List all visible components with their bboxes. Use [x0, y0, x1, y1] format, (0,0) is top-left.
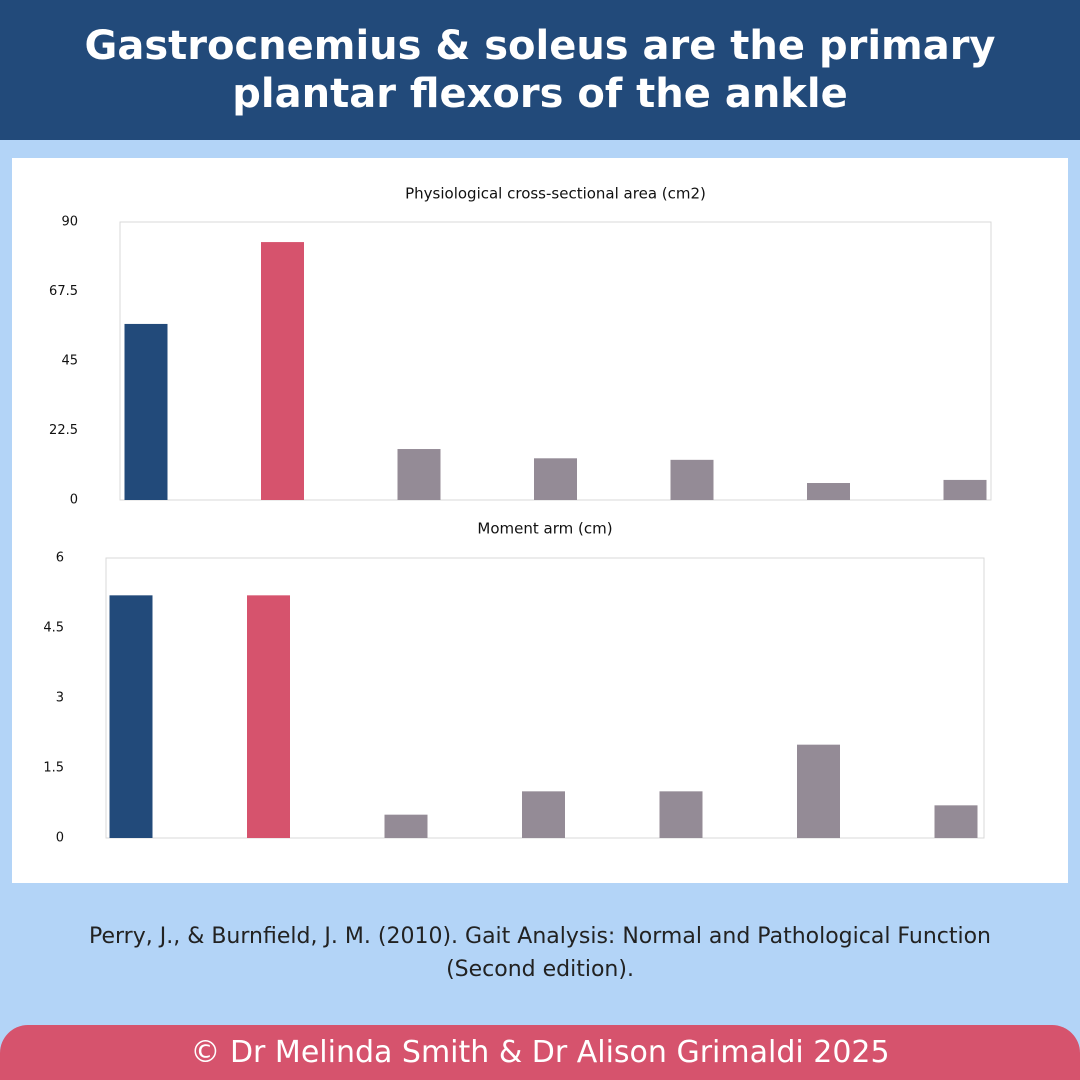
charts: Physiological cross-sectional area (cm2)… — [43, 185, 992, 846]
bar — [247, 595, 290, 838]
y-tick-label: 45 — [61, 354, 78, 369]
chart-title: Moment arm (cm) — [477, 520, 612, 538]
bar — [943, 479, 987, 500]
chart-title: Physiological cross-sectional area (cm2) — [405, 185, 706, 203]
bar — [807, 483, 850, 500]
y-tick-label: 6 — [56, 551, 64, 566]
bar — [670, 459, 714, 500]
y-tick-label: 90 — [61, 215, 78, 230]
bar — [261, 242, 304, 501]
footer: © Dr Melinda Smith & Dr Alison Grimaldi … — [0, 1025, 1080, 1080]
y-tick-label: 1.5 — [43, 761, 64, 776]
bar — [659, 791, 703, 838]
page-title: Gastrocnemius & soleus are the primary p… — [84, 23, 996, 117]
bar — [522, 791, 565, 838]
y-tick-label: 22.5 — [49, 423, 78, 438]
citation: Perry, J., & Burnfield, J. M. (2010). Ga… — [89, 924, 991, 982]
y-tick-label: 0 — [56, 831, 64, 846]
bar — [534, 458, 577, 500]
chart-panel: Physiological cross-sectional area (cm2)… — [12, 158, 1068, 883]
bar — [124, 323, 168, 500]
header: Gastrocnemius & soleus are the primary p… — [0, 0, 1080, 140]
bar — [397, 449, 441, 500]
bar — [384, 814, 428, 838]
y-tick-label: 0 — [70, 493, 78, 508]
bar — [797, 744, 840, 838]
bar — [934, 805, 978, 838]
bar — [109, 595, 153, 838]
y-tick-label: 3 — [56, 691, 64, 706]
y-tick-label: 67.5 — [49, 284, 78, 299]
y-tick-label: 4.5 — [43, 621, 64, 636]
